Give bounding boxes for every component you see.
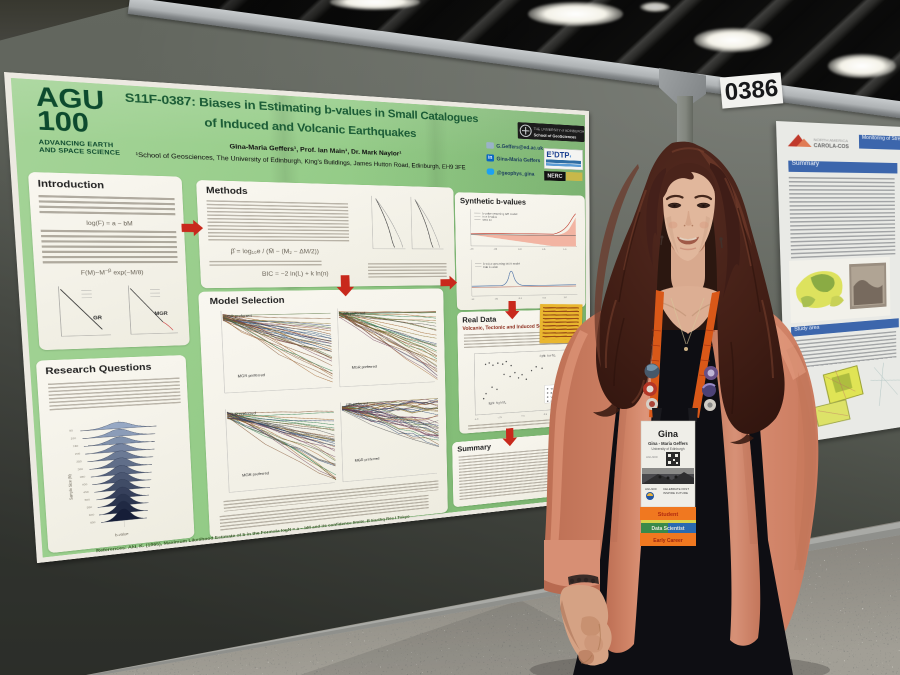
svg-text:550: 550: [87, 506, 93, 510]
svg-text:Early Career: Early Career: [653, 538, 683, 544]
svg-text:GR: GR: [93, 316, 103, 321]
svg-text:-10: -10: [470, 248, 474, 251]
svg-text:100: 100: [70, 437, 76, 441]
svg-text:50: 50: [69, 429, 73, 433]
svg-text:MGR preferred: MGR preferred: [242, 471, 270, 478]
svg-text:-05: -05: [494, 297, 498, 300]
svg-text:INSPIRE FUTURE: INSPIRE FUTURE: [663, 491, 688, 495]
svg-text:b-value assuming GR model: b-value assuming GR model: [482, 212, 517, 216]
svg-text:-05: -05: [494, 248, 498, 251]
svg-text:b-value: b-value: [115, 532, 129, 537]
svg-text:MGR preferred: MGR preferred: [355, 457, 380, 463]
svg-text:0.0: 0.0: [519, 297, 522, 300]
svg-text:b-value assuming MGR model: b-value assuming MGR model: [483, 262, 520, 266]
svg-text:Sample Size (N): Sample Size (N): [67, 474, 74, 501]
svg-text:Gina - Maria Geffers: Gina - Maria Geffers: [648, 441, 688, 446]
svg-text:GR preferred: GR preferred: [346, 402, 368, 408]
svg-text:0.5: 0.5: [543, 296, 546, 299]
svg-text:Data Scientist: Data Scientist: [651, 526, 684, 532]
svg-text:AGU100: AGU100: [646, 455, 658, 459]
svg-text:350: 350: [80, 475, 86, 479]
svg-text:CAROLA-COSMIN: CAROLA-COSMIN: [814, 143, 849, 149]
svg-text:MGR preferred: MGR preferred: [238, 373, 266, 379]
svg-text:250: 250: [76, 460, 82, 464]
svg-text:Student: Student: [658, 512, 679, 518]
svg-text:650: 650: [90, 521, 96, 525]
svg-text:MGR preferred: MGR preferred: [352, 365, 377, 371]
svg-text:0.5: 0.5: [544, 413, 547, 416]
svg-text:MGR: MGR: [154, 312, 168, 317]
svg-text:150: 150: [73, 444, 79, 448]
svg-text:THE UNIVERSITY of EDINBURGH: THE UNIVERSITY of EDINBURGH: [534, 127, 585, 134]
svg-text:1.0: 1.0: [563, 248, 566, 251]
svg-text:GR preferred: GR preferred: [343, 311, 366, 316]
svg-text:-1.0: -1.0: [474, 418, 478, 421]
svg-text:1.0: 1.0: [564, 296, 567, 299]
svg-text:true b-value: true b-value: [482, 215, 497, 219]
svg-text:Tect.: Tect.: [550, 387, 556, 391]
svg-text:GR preferred: GR preferred: [232, 411, 257, 417]
svg-text:School of GeoSciences: School of GeoSciences: [534, 133, 577, 140]
svg-text:-10: -10: [471, 298, 475, 301]
svg-text:GR preferred: GR preferred: [227, 314, 252, 319]
svg-text:0.5: 0.5: [542, 248, 545, 251]
svg-text:200: 200: [75, 452, 81, 456]
svg-text:400: 400: [82, 483, 88, 487]
svg-text:0.0: 0.0: [521, 414, 524, 417]
svg-text:600: 600: [89, 513, 95, 517]
svg-text:CELEBRATE PAST: CELEBRATE PAST: [663, 487, 689, 491]
svg-text:University of Edinburgh: University of Edinburgh: [652, 447, 685, 451]
svg-text:NORTH AMERICA: NORTH AMERICA: [814, 138, 849, 144]
svg-text:0.0: 0.0: [518, 248, 521, 251]
svg-text:-0.5: -0.5: [497, 416, 501, 419]
svg-text:300: 300: [78, 467, 84, 471]
svg-text:95% CI: 95% CI: [482, 218, 491, 222]
svg-text:right: low Mc: right: low Mc: [540, 354, 556, 359]
svg-text:500: 500: [85, 498, 91, 502]
svg-text:Gina: Gina: [658, 429, 679, 439]
svg-text:450: 450: [83, 490, 89, 494]
svg-text:true b-value: true b-value: [483, 265, 498, 269]
svg-text:light: high Mc: light: high Mc: [489, 401, 507, 406]
svg-text:AGU100: AGU100: [645, 487, 657, 491]
